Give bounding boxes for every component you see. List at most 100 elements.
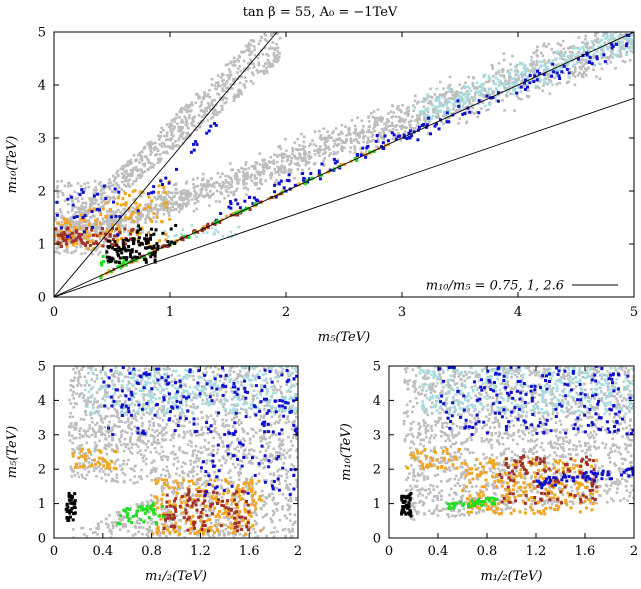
- point-gray: [226, 90, 229, 93]
- point-gray: [279, 147, 283, 151]
- point-cyan: [540, 60, 544, 64]
- point-cyan: [580, 55, 584, 59]
- point-green: [320, 173, 324, 177]
- point-cyan: [135, 225, 139, 229]
- point-gray: [294, 415, 298, 419]
- point-gray: [248, 66, 251, 70]
- point-gray: [368, 125, 372, 128]
- point-gray: [138, 173, 141, 177]
- point-gray: [222, 516, 226, 519]
- point-gray: [135, 430, 138, 433]
- point-gray: [237, 471, 240, 475]
- point-gray: [263, 479, 266, 482]
- point-blue: [422, 123, 425, 126]
- point-gray: [114, 219, 117, 222]
- point-gray: [182, 188, 186, 192]
- point-cyan: [436, 109, 439, 113]
- point-black: [122, 256, 126, 260]
- point-gray: [84, 432, 87, 436]
- point-cyan: [560, 66, 564, 70]
- point-gray: [244, 44, 248, 48]
- point-gray: [262, 64, 266, 68]
- point-gray: [154, 203, 157, 207]
- point-black: [153, 258, 157, 262]
- point-gray: [97, 430, 100, 433]
- point-gray: [208, 204, 211, 207]
- point-orange: [62, 217, 66, 221]
- point-gray: [211, 115, 215, 119]
- point-blue: [109, 215, 113, 219]
- point-gray: [631, 46, 634, 50]
- point-gray: [407, 106, 410, 109]
- point-cyan: [607, 40, 610, 43]
- point-gray: [107, 221, 111, 225]
- point-gray: [111, 526, 115, 530]
- point-gray: [389, 110, 393, 114]
- point-green: [101, 255, 105, 258]
- point-gray: [79, 206, 82, 209]
- point-gray: [265, 442, 269, 445]
- point-brown: [115, 227, 119, 231]
- point-cyan: [543, 64, 546, 67]
- point-gray: [196, 533, 200, 537]
- point-gray: [225, 424, 229, 427]
- point-gray: [506, 86, 509, 90]
- point-gray: [354, 128, 357, 131]
- point-gray: [216, 171, 220, 175]
- point-gray: [100, 201, 103, 204]
- point-gray: [334, 127, 338, 130]
- point-gray: [172, 436, 175, 440]
- point-gray: [375, 120, 379, 124]
- point-gray: [223, 89, 226, 93]
- point-gray: [255, 68, 259, 72]
- point-gray: [63, 184, 67, 188]
- point-gray: [224, 174, 227, 178]
- point-gray: [192, 374, 195, 378]
- point-gray: [267, 47, 271, 51]
- point-gray: [609, 60, 613, 64]
- point-brown: [236, 213, 240, 217]
- point-gray: [390, 121, 394, 125]
- point-gray: [120, 435, 123, 438]
- point-orange: [131, 189, 135, 193]
- point-gray: [80, 443, 84, 447]
- point-gray: [514, 78, 518, 81]
- point-gray: [232, 95, 236, 99]
- point-cyan: [629, 40, 633, 43]
- point-gray: [385, 126, 389, 130]
- x-tick-label: 5: [630, 305, 638, 320]
- point-gray: [169, 138, 172, 142]
- point-black: [152, 232, 156, 236]
- point-gray: [344, 125, 347, 128]
- point-blue: [293, 183, 297, 187]
- point-blue: [552, 70, 556, 74]
- point-gray: [84, 409, 88, 413]
- point-gray: [443, 100, 447, 104]
- point-gray: [177, 129, 180, 133]
- point-gray: [380, 127, 384, 131]
- point-gray: [161, 434, 164, 437]
- point-gray: [161, 206, 165, 210]
- point-gray: [289, 440, 293, 443]
- point-gray: [183, 432, 187, 436]
- point-gray: [277, 479, 280, 483]
- point-gray: [105, 444, 109, 447]
- point-gray: [158, 143, 162, 146]
- point-gray: [244, 167, 248, 171]
- point-gray: [192, 406, 195, 409]
- point-gray: [190, 122, 193, 125]
- point-blue: [167, 181, 171, 185]
- point-gray: [281, 438, 285, 442]
- point-gray: [267, 444, 271, 448]
- point-cyan: [624, 36, 628, 39]
- point-gray: [266, 62, 269, 65]
- point-gray: [262, 466, 265, 470]
- point-gray: [57, 246, 61, 249]
- point-cyan: [494, 87, 498, 90]
- point-black: [125, 238, 128, 241]
- point-gray: [174, 382, 177, 386]
- point-gray: [222, 73, 225, 77]
- point-gray: [82, 225, 85, 229]
- point-gray: [84, 201, 87, 205]
- point-gray: [199, 190, 203, 193]
